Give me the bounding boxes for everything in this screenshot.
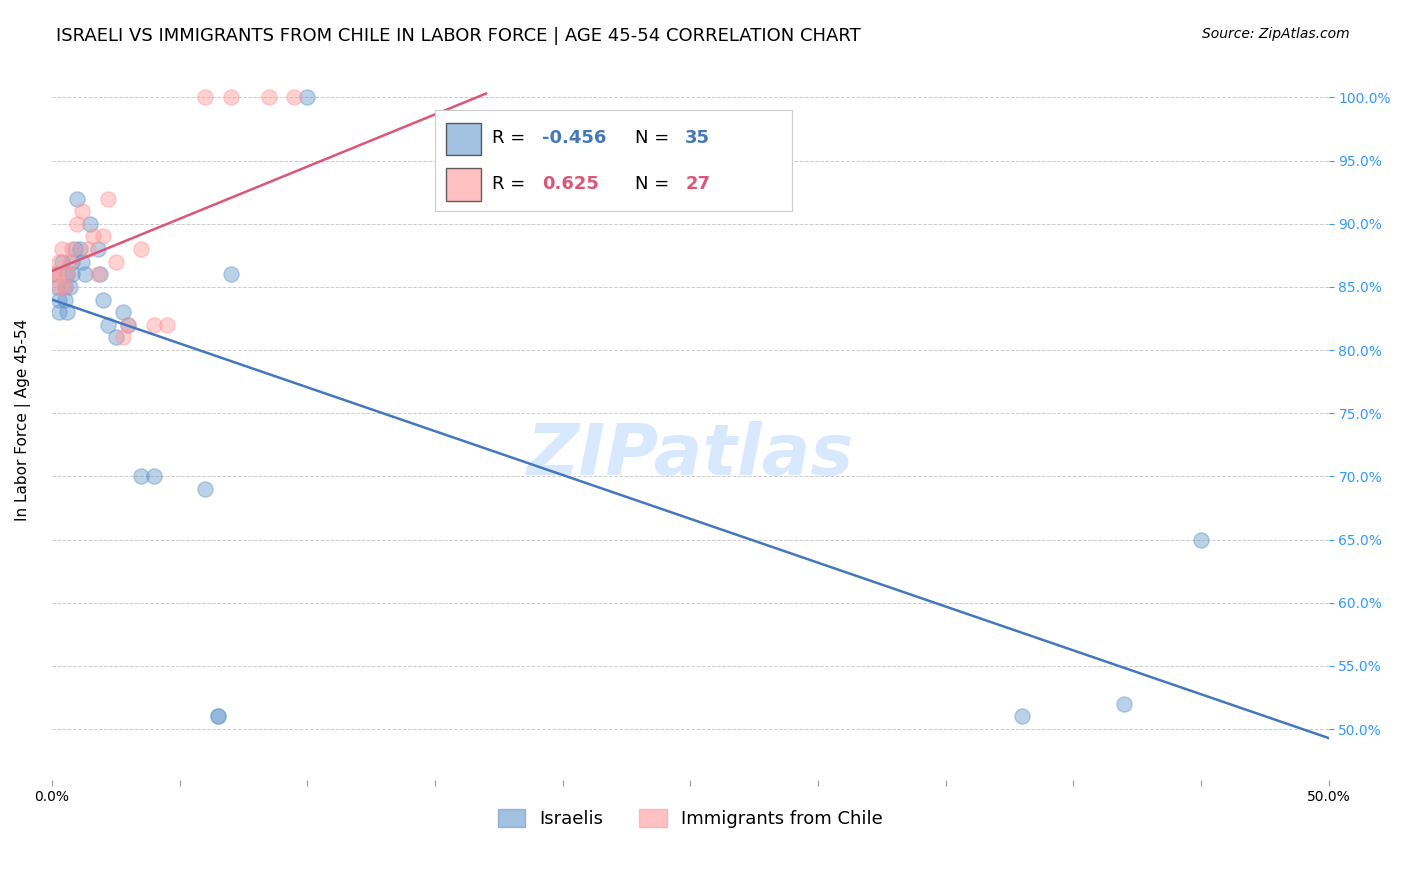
Point	[207, 709, 229, 723]
Point	[51, 242, 73, 256]
Point	[44, 268, 66, 282]
Point	[45, 280, 67, 294]
Point	[44, 268, 66, 282]
Point	[56, 268, 79, 282]
Point	[51, 254, 73, 268]
Point	[48, 305, 70, 319]
Point	[117, 318, 139, 332]
Point	[72, 254, 94, 268]
Point	[104, 330, 127, 344]
Point	[79, 217, 101, 231]
Point	[45, 268, 67, 282]
Point	[143, 318, 166, 332]
Point	[129, 469, 152, 483]
Point	[207, 709, 229, 723]
Point	[295, 90, 318, 104]
Point	[53, 280, 76, 294]
Point	[60, 242, 83, 256]
Point	[48, 280, 70, 294]
Point	[97, 318, 120, 332]
Text: ISRAELI VS IMMIGRANTS FROM CHILE IN LABOR FORCE | AGE 45-54 CORRELATION CHART: ISRAELI VS IMMIGRANTS FROM CHILE IN LABO…	[56, 27, 860, 45]
Point	[194, 90, 217, 104]
Point	[66, 192, 89, 206]
Point	[112, 330, 135, 344]
Point	[89, 268, 111, 282]
Point	[69, 242, 91, 256]
Text: ZIPatlas: ZIPatlas	[527, 421, 853, 490]
Point	[1114, 697, 1136, 711]
Point	[56, 268, 79, 282]
Point	[1189, 533, 1212, 547]
Point	[112, 305, 135, 319]
Point	[82, 229, 104, 244]
Point	[257, 90, 280, 104]
Point	[72, 204, 94, 219]
Point	[156, 318, 179, 332]
Legend: Israelis, Immigrants from Chile: Israelis, Immigrants from Chile	[491, 802, 890, 836]
Point	[97, 192, 120, 206]
Point	[1011, 709, 1033, 723]
Point	[59, 254, 82, 268]
Text: Source: ZipAtlas.com: Source: ZipAtlas.com	[1202, 27, 1350, 41]
Point	[60, 254, 83, 268]
Point	[219, 90, 242, 104]
Point	[63, 242, 86, 256]
Point	[129, 242, 152, 256]
Point	[143, 469, 166, 483]
Point	[76, 242, 98, 256]
Point	[87, 268, 110, 282]
Point	[91, 293, 114, 307]
Point	[91, 229, 114, 244]
Y-axis label: In Labor Force | Age 45-54: In Labor Force | Age 45-54	[15, 318, 31, 521]
Point	[117, 318, 139, 332]
Point	[104, 254, 127, 268]
Point	[219, 268, 242, 282]
Point	[194, 482, 217, 496]
Point	[60, 268, 83, 282]
Point	[56, 305, 79, 319]
Point	[59, 280, 82, 294]
Point	[66, 217, 89, 231]
Point	[283, 90, 305, 104]
Point	[48, 254, 70, 268]
Point	[53, 293, 76, 307]
Point	[87, 242, 110, 256]
Point	[475, 178, 498, 193]
Point	[73, 268, 96, 282]
Point	[48, 293, 70, 307]
Point	[53, 280, 76, 294]
